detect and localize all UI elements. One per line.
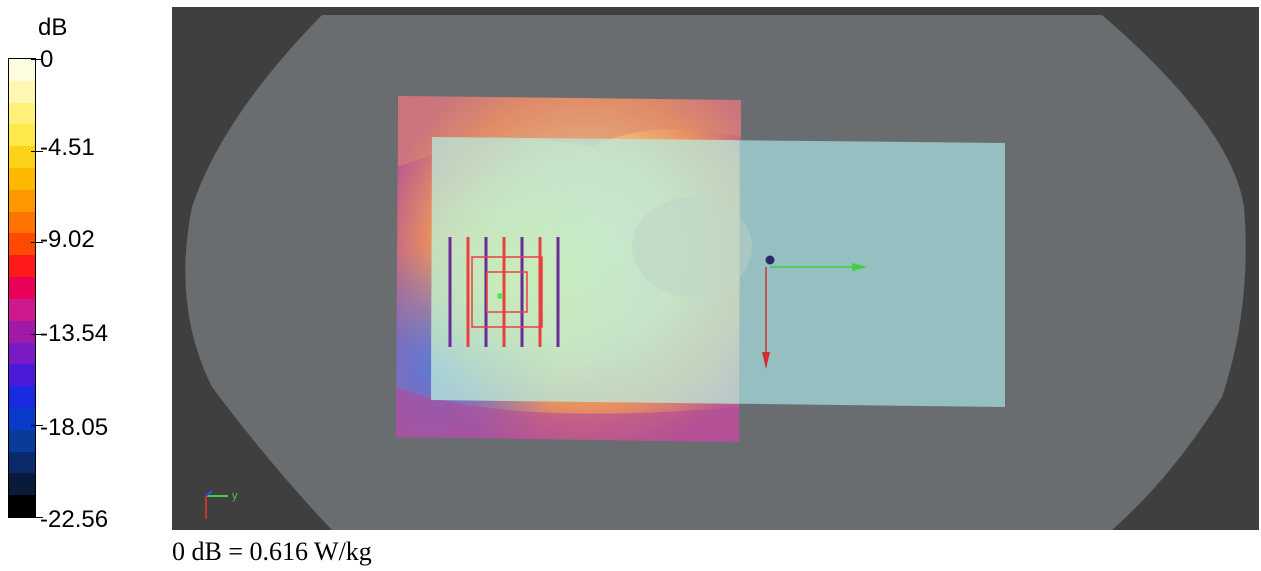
- legend-tick-label: -18.05: [40, 414, 109, 441]
- colorbar-band: [9, 495, 35, 518]
- legend-tick-label: -22.56: [40, 506, 109, 533]
- colorbar-band: [9, 277, 35, 300]
- zoom-scan-grid: [448, 237, 560, 347]
- orientation-triad: y: [205, 490, 238, 519]
- colorbar-tick: [31, 517, 43, 518]
- legend-unit: dB: [38, 14, 68, 41]
- colorbar-band: [9, 211, 35, 234]
- colorbar-band: [9, 102, 35, 125]
- colorbar-tick: [31, 425, 43, 427]
- colorbar-band: [9, 298, 35, 321]
- device-axes: [762, 255, 868, 369]
- colorbar-band: [9, 407, 35, 430]
- legend-tick-label: 0: [40, 46, 54, 73]
- colorbar-band: [9, 124, 35, 147]
- colorbar-band: [9, 168, 35, 191]
- legend-tick-label: -9.02: [40, 226, 95, 253]
- scene: y: [185, 15, 1246, 530]
- colorbar-band: [9, 233, 35, 256]
- colorbar-tick: [31, 333, 43, 335]
- colorbar-band: [9, 255, 35, 278]
- colorbar-band: [9, 189, 35, 212]
- colorbar-band: [9, 342, 35, 365]
- colorbar-tick: [31, 150, 43, 152]
- colorbar-band: [9, 320, 35, 343]
- colorbar-tick: [31, 59, 43, 60]
- colorbar-band: [9, 146, 35, 169]
- colorbar-band: [9, 80, 35, 103]
- colorbar-band: [9, 364, 35, 387]
- colorbar: [8, 58, 43, 518]
- colorbar-band: [9, 429, 35, 452]
- colorbar-band: [9, 386, 35, 409]
- colorbar-band: [9, 473, 35, 496]
- colorbar-tick: [31, 242, 43, 244]
- reference-caption: 0 dB = 0.616 W/kg: [172, 537, 372, 566]
- 3d-viewport[interactable]: y: [172, 7, 1259, 530]
- colorbar-band: [9, 451, 35, 474]
- axis-y-label: y: [232, 490, 238, 502]
- legend-tick-label: -13.54: [40, 320, 109, 347]
- color-legend: dB 0 -4.51 -9.02 -13.54 -18.05 -22.56: [0, 0, 172, 540]
- legend-tick-label: -4.51: [40, 134, 95, 161]
- colorbar-band: [9, 59, 35, 81]
